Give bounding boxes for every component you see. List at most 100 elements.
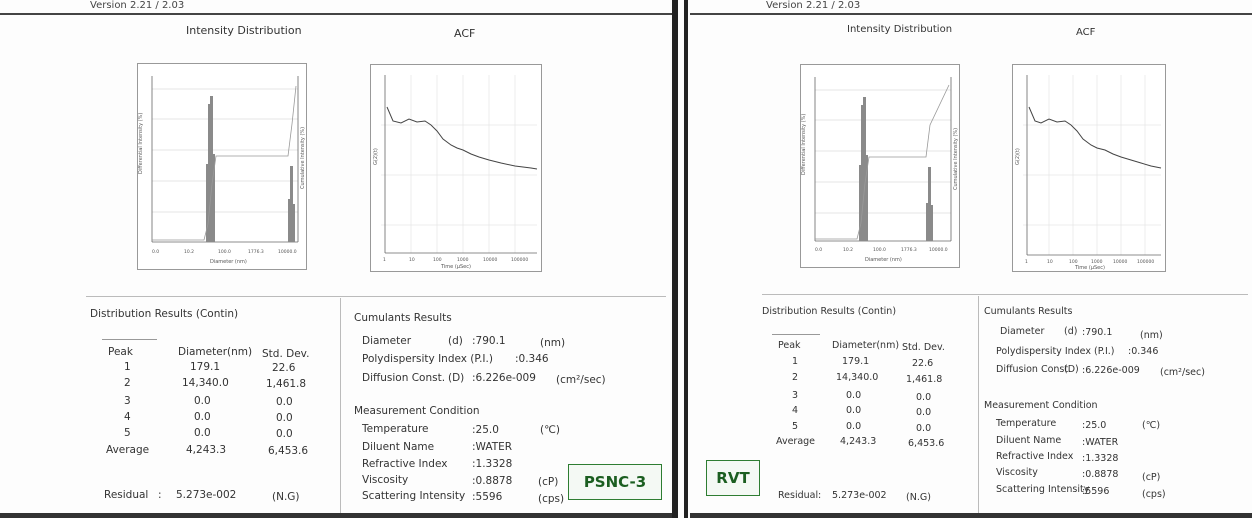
acf-plot-svg: G(2)(t) 1 10 100 1000 10000 100000 Time … <box>373 75 538 270</box>
cumulants-diffusion-sym: (D) <box>448 372 465 384</box>
cumulants-diffusion-label: Diffusion Const. <box>996 364 1072 375</box>
acf-plot: G(2)(t) 1 10 100 1000 10000 100000 Time … <box>1012 64 1166 272</box>
cumulants-diameter-label: Diameter <box>362 335 412 347</box>
cumulants-title: Cumulants Results <box>984 306 1073 317</box>
intensity-plot: Differential Intensity (%) Cumulative In… <box>137 63 307 270</box>
section-rule <box>86 296 666 297</box>
intensity-plot: Differential Intensity (%) Cumulative In… <box>800 64 960 268</box>
bottom-rule <box>690 513 1252 518</box>
measurement-value: :1.3328 <box>472 458 513 470</box>
measurement-label: Viscosity <box>996 467 1038 478</box>
row-std: 1,461.8 <box>266 378 307 390</box>
measurement-unit: (cP) <box>538 476 559 488</box>
measurement-label: Temperature <box>996 418 1057 429</box>
cumulants-diffusion-label: Diffusion Const. <box>362 372 446 384</box>
peak-underline <box>772 334 820 335</box>
intensity-plot-svg: Differential Intensity (%) Cumulative In… <box>138 76 306 265</box>
header-peak: Peak <box>108 346 133 358</box>
panel-divider-right <box>684 0 688 518</box>
acf-title: ACF <box>1076 27 1096 38</box>
cumulants-diffusion-unit: (cm²/sec) <box>556 374 606 386</box>
svg-text:1000: 1000 <box>457 257 469 263</box>
svg-text:1: 1 <box>1025 259 1028 265</box>
measurement-value: :5596 <box>1082 486 1110 497</box>
row-diameter: 179.1 <box>842 356 870 367</box>
row-diameter: 179.1 <box>190 361 221 373</box>
row-std: 0.0 <box>916 392 932 403</box>
distribution-title: Distribution Results (Contin) <box>762 306 897 317</box>
measurement-label: Temperature <box>362 423 429 435</box>
svg-text:100000: 100000 <box>1137 259 1154 265</box>
row-peak: 3 <box>792 390 799 401</box>
svg-text:Diameter (nm): Diameter (nm) <box>210 259 247 265</box>
measurement-label: Viscosity <box>362 474 409 486</box>
measurement-unit: (℃) <box>540 424 560 436</box>
header-diameter: Diameter(nm) <box>832 340 900 351</box>
svg-text:100: 100 <box>433 257 442 263</box>
row-diameter: 0.0 <box>194 395 211 407</box>
cumulants-title: Cumulants Results <box>354 312 452 324</box>
row-diameter: 14,340.0 <box>182 377 229 389</box>
row-std: 0.0 <box>276 428 293 440</box>
svg-text:10000.0: 10000.0 <box>278 249 297 255</box>
cumulants-pi-label: Polydispersity Index (P.I.) <box>996 346 1115 357</box>
svg-text:100000: 100000 <box>511 257 528 263</box>
acf-title: ACF <box>454 27 476 40</box>
measurement-title: Measurement Condition <box>354 405 480 417</box>
intensity-plot-svg: Differential Intensity (%) Cumulative In… <box>801 77 959 263</box>
row-peak: 5 <box>792 421 799 432</box>
measurement-unit: (cps) <box>1142 489 1166 500</box>
measurement-label: Scattering Intensity <box>996 484 1090 495</box>
top-rule <box>690 13 1252 15</box>
intensity-bars <box>206 96 295 242</box>
residual-label: Residual <box>104 489 149 501</box>
cumulants-pi-value: :0.346 <box>515 353 549 365</box>
residual-value: 5.273e-002 <box>176 489 237 501</box>
svg-text:10000.0: 10000.0 <box>929 247 948 253</box>
acf-plot: G(2)(t) 1 10 100 1000 10000 100000 Time … <box>370 64 542 272</box>
svg-text:Diameter (nm): Diameter (nm) <box>865 257 902 263</box>
measurement-title: Measurement Condition <box>984 400 1098 411</box>
svg-text:Time (µSec): Time (µSec) <box>440 264 471 270</box>
intensity-bars <box>859 97 933 241</box>
sample-stamp-psnc3: PSNC-3 <box>568 464 662 500</box>
cumulants-diameter-value: :790.1 <box>472 335 506 347</box>
measurement-value: :WATER <box>472 441 513 453</box>
row-std: 0.0 <box>916 423 932 434</box>
cumulants-diameter-sym: (d) <box>1064 326 1078 337</box>
residual-sep: : <box>158 489 162 501</box>
row-peak: 1 <box>792 356 799 367</box>
measurement-value: :0.8878 <box>472 475 513 487</box>
row-diameter: 14,340.0 <box>836 372 879 383</box>
row-diameter: 4,243.3 <box>840 436 877 447</box>
intensity-title: Intensity Distribution <box>847 24 953 35</box>
residual-sep: : <box>818 490 822 501</box>
svg-text:0.0: 0.0 <box>815 247 822 253</box>
svg-text:100.0: 100.0 <box>218 249 231 255</box>
intensity-title: Intensity Distribution <box>186 24 302 37</box>
svg-text:G(2)(t): G(2)(t) <box>1015 148 1021 165</box>
svg-text:Time (µSec): Time (µSec) <box>1074 265 1105 271</box>
cumulants-diffusion-unit: (cm²/sec) <box>1160 367 1205 378</box>
version-label: Version 2.21 / 2.03 <box>766 0 861 11</box>
svg-text:10.2: 10.2 <box>843 247 853 253</box>
svg-text:10000: 10000 <box>483 257 497 263</box>
svg-text:100: 100 <box>1069 259 1078 265</box>
measurement-value: :0.8878 <box>1082 469 1119 480</box>
row-diameter: 0.0 <box>846 390 862 401</box>
measurement-value: :25.0 <box>472 424 499 436</box>
svg-text:Cumulative Intensity (%): Cumulative Intensity (%) <box>300 127 306 189</box>
row-std: 0.0 <box>276 396 293 408</box>
residual-value: 5.273e-002 <box>832 490 887 501</box>
row-diameter: 0.0 <box>194 411 211 423</box>
row-peak: 2 <box>792 372 799 383</box>
svg-text:Differential Intensity (%): Differential Intensity (%) <box>801 114 807 175</box>
svg-text:Cumulative Intensity (%): Cumulative Intensity (%) <box>953 128 959 190</box>
row-peak: 4 <box>792 405 799 416</box>
row-std: 0.0 <box>916 407 932 418</box>
row-diameter: 0.0 <box>194 427 211 439</box>
measurement-unit: (cps) <box>538 493 565 505</box>
peak-underline <box>102 339 157 340</box>
row-average-label: Average <box>106 444 150 456</box>
svg-text:G(2)(t): G(2)(t) <box>373 148 379 165</box>
